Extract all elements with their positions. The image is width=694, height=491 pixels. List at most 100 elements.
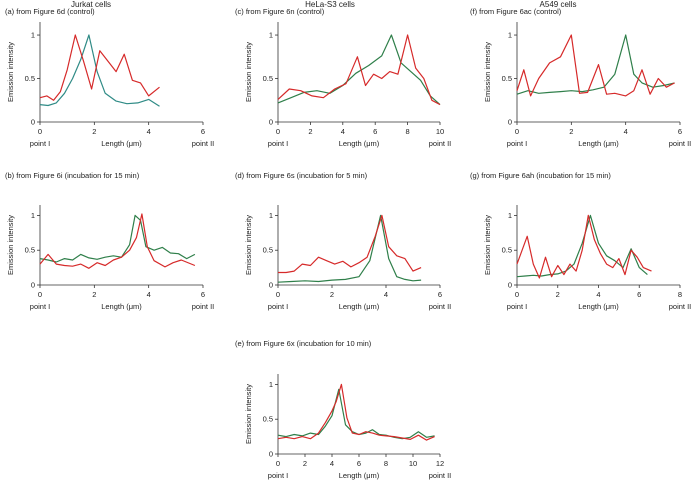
x-tick-label: 6 xyxy=(637,290,641,299)
x-tick-label: 4 xyxy=(384,290,388,299)
x-tick-label: 4 xyxy=(596,290,600,299)
x-tick-label: 8 xyxy=(384,459,388,468)
y-axis-label: Emission intensity xyxy=(6,215,15,275)
x-axis-label: Length (μm) xyxy=(339,302,380,311)
panel-title: (c) from Figure 6n (control) xyxy=(235,7,325,16)
y-tick-label: 0 xyxy=(269,281,273,290)
y-axis-label: Emission intensity xyxy=(483,215,492,275)
x-tick-label: 2 xyxy=(308,127,312,136)
y-axis-label: Emission intensity xyxy=(244,215,253,275)
x-tick-label: 4 xyxy=(147,290,151,299)
end-point-label: point II xyxy=(429,471,452,480)
series-line-red xyxy=(516,214,652,279)
start-point-label: point I xyxy=(268,302,288,311)
y-tick-label: 1 xyxy=(269,380,273,389)
x-tick-label: 10 xyxy=(436,127,444,136)
chart-panels: (a) from Figure 6d (control)00.510 2 4 6Emi… xyxy=(5,7,691,480)
panel-title: (g) from Figure 6ah (incubation for 15 m… xyxy=(470,171,611,180)
panel-title: (a) from Figure 6d (control) xyxy=(5,7,95,16)
x-tick-label: 6 xyxy=(357,459,361,468)
y-tick-label: 0.5 xyxy=(263,415,273,424)
y-axis-label: Emission intensity xyxy=(244,42,253,102)
end-point-label: point II xyxy=(192,139,215,148)
y-tick-label: 0.5 xyxy=(25,246,35,255)
panel-a: (a) from Figure 6d (control) 0 0.5 1 0 2 4 6 Emi… xyxy=(5,7,214,148)
y-axis-label: Emission intensity xyxy=(6,42,15,102)
panel-d: (d) from Figure 6s (incubation for 5 min… xyxy=(235,171,451,311)
x-tick-label: 0 xyxy=(38,290,42,299)
x-tick-label: 0 xyxy=(38,127,42,136)
x-tick-label: 4 xyxy=(341,127,345,136)
x-tick-label: 2 xyxy=(92,290,96,299)
series-line-green xyxy=(277,214,422,283)
y-tick-label: 0.5 xyxy=(502,74,512,83)
x-tick-label: 4 xyxy=(624,127,628,136)
x-axis-label: Length (μm) xyxy=(339,471,380,480)
y-tick-label: 0.5 xyxy=(502,246,512,255)
x-tick-label: 2 xyxy=(92,127,96,136)
y-tick-label: 0.5 xyxy=(25,74,35,83)
x-tick-label: 8 xyxy=(406,127,410,136)
y-axis-label: Emission intensity xyxy=(244,384,253,444)
y-tick-label: 0 xyxy=(508,281,512,290)
x-tick-label: 2 xyxy=(556,290,560,299)
x-tick-label: 0 xyxy=(276,459,280,468)
panel-title: (d) from Figure 6s (incubation for 5 min… xyxy=(235,171,368,180)
column-title-jurkat: Jurkat cells xyxy=(71,0,111,9)
end-point-label: point II xyxy=(192,302,215,311)
y-tick-label: 0.5 xyxy=(263,74,273,83)
panel-e: (e) from Figure 6x (incubation for 10 mi… xyxy=(235,339,451,480)
series-line-red xyxy=(278,214,422,274)
end-point-label: point II xyxy=(669,139,692,148)
series-line-red xyxy=(39,34,160,101)
x-tick-label: 2 xyxy=(330,290,334,299)
start-point-label: point I xyxy=(268,471,288,480)
x-axis-label: Length (μm) xyxy=(101,139,142,148)
x-tick-label: 12 xyxy=(436,459,444,468)
end-point-label: point II xyxy=(429,139,452,148)
x-tick-label: 0 xyxy=(276,290,280,299)
x-tick-label: 6 xyxy=(373,127,377,136)
end-point-label: point II xyxy=(429,302,452,311)
start-point-label: point I xyxy=(30,302,50,311)
series-line-red xyxy=(39,213,196,269)
y-axis-label: Emission intensity xyxy=(483,42,492,102)
y-tick-label: 0 xyxy=(508,118,512,127)
series-line-green xyxy=(516,34,675,95)
y-tick-label: 0 xyxy=(31,281,35,290)
y-tick-label: 1 xyxy=(508,211,512,220)
series-line-red xyxy=(516,34,675,97)
x-tick-label: 0 xyxy=(276,127,280,136)
x-tick-label: 0 xyxy=(515,290,519,299)
x-tick-label: 4 xyxy=(330,459,334,468)
y-tick-label: 0.5 xyxy=(263,246,273,255)
x-tick-label: 6 xyxy=(201,290,205,299)
y-tick-label: 1 xyxy=(269,211,273,220)
series-line-teal xyxy=(39,34,160,107)
panel-b: (b) from Figure 6i (incubation for 15 mi… xyxy=(5,171,214,311)
x-tick-label: 6 xyxy=(438,290,442,299)
start-point-label: point I xyxy=(268,139,288,148)
x-axis-label: Length (μm) xyxy=(578,302,619,311)
panel-g: (g) from Figure 6ah (incubation for 15 m… xyxy=(470,171,691,311)
x-tick-label: 6 xyxy=(201,127,205,136)
y-tick-label: 1 xyxy=(269,31,273,40)
y-tick-label: 0 xyxy=(269,118,273,127)
y-tick-label: 1 xyxy=(508,31,512,40)
x-tick-label: 6 xyxy=(678,127,682,136)
start-point-label: point I xyxy=(30,139,50,148)
panel-title: (b) from Figure 6i (incubation for 15 mi… xyxy=(5,171,140,180)
y-tick-label: 1 xyxy=(31,31,35,40)
start-point-label: point I xyxy=(507,302,527,311)
panel-c: (c) from Figure 6n (control)00.510 2 4 6 8 10… xyxy=(235,7,451,148)
x-tick-label: 4 xyxy=(147,127,151,136)
series-line-green xyxy=(277,34,441,106)
x-axis-label: Length (μm) xyxy=(578,139,619,148)
y-tick-label: 1 xyxy=(31,211,35,220)
y-tick-label: 0 xyxy=(31,118,35,127)
panel-title: (e) from Figure 6x (incubation for 10 mi… xyxy=(235,339,372,348)
x-tick-label: 10 xyxy=(409,459,417,468)
series-line-green xyxy=(277,388,435,440)
panel-title: (f) from Figure 6ac (control) xyxy=(470,7,562,16)
